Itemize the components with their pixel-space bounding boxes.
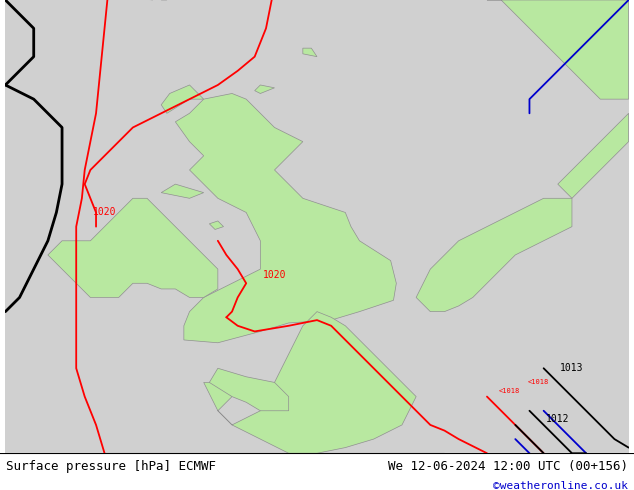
Text: 1020: 1020 — [262, 270, 287, 280]
Polygon shape — [176, 94, 396, 343]
Text: We 12-06-2024 12:00 UTC (00+156): We 12-06-2024 12:00 UTC (00+156) — [387, 460, 628, 473]
Polygon shape — [161, 184, 204, 198]
Polygon shape — [303, 48, 317, 57]
Polygon shape — [255, 85, 275, 94]
Text: 1012: 1012 — [546, 414, 569, 424]
Text: 1013: 1013 — [560, 363, 584, 373]
Polygon shape — [209, 368, 288, 411]
Text: Surface pressure [hPa] ECMWF: Surface pressure [hPa] ECMWF — [6, 460, 216, 473]
Polygon shape — [487, 0, 628, 99]
Text: 1020: 1020 — [93, 207, 116, 218]
Polygon shape — [105, 453, 444, 490]
Polygon shape — [209, 221, 224, 229]
Polygon shape — [48, 198, 218, 297]
Polygon shape — [204, 312, 416, 453]
Polygon shape — [416, 198, 572, 312]
Text: <1018: <1018 — [527, 379, 548, 386]
Polygon shape — [558, 113, 628, 198]
Polygon shape — [161, 85, 204, 113]
Text: <1018: <1018 — [499, 388, 521, 394]
Text: ©weatheronline.co.uk: ©weatheronline.co.uk — [493, 481, 628, 490]
